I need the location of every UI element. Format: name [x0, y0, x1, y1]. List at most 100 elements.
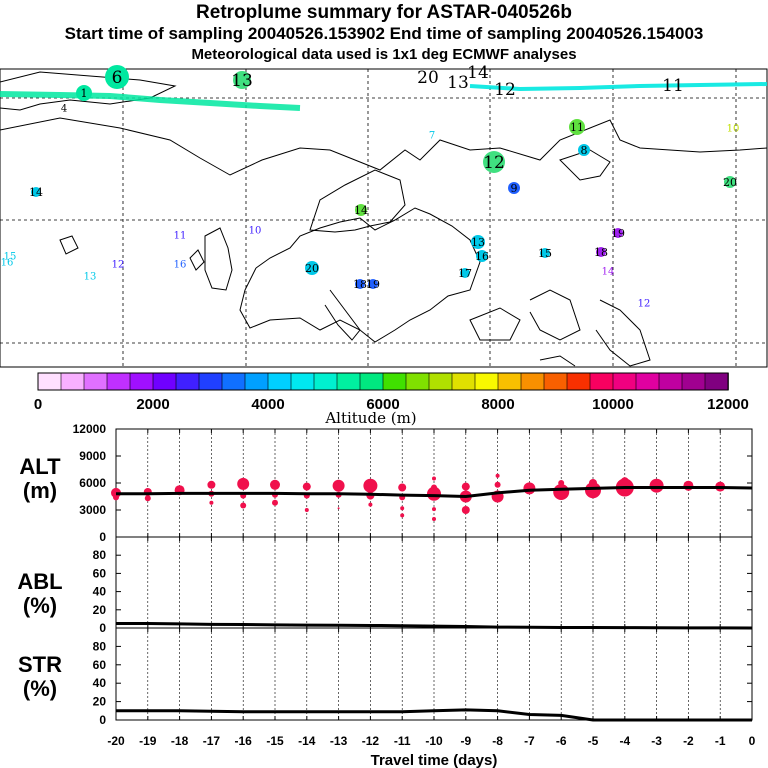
y-tick-label: 9000 — [79, 449, 106, 463]
colorbar-tick-label: 4000 — [251, 396, 284, 413]
y-tick-label: 6000 — [79, 476, 106, 490]
x-tick-label: -2 — [683, 734, 694, 748]
plume-marker: 15 — [538, 247, 552, 260]
str-line — [116, 708, 752, 722]
plume-marker-dot — [483, 151, 505, 173]
plume-marker-dot — [355, 204, 367, 216]
colorbar-cell — [520, 372, 545, 391]
plume-marker: 11 — [662, 76, 684, 96]
plume-marker-label: 7 — [429, 131, 435, 142]
plume-marker-label: 14 — [29, 186, 43, 199]
plume-marker: 17 — [458, 267, 472, 280]
y-tick-label: 80 — [93, 548, 107, 562]
plume-path-west — [0, 91, 301, 111]
colorbar-tick-label: 6000 — [366, 396, 399, 413]
plume-marker: 20 — [305, 261, 319, 275]
plume-marker-dot — [355, 279, 365, 289]
y-tick-label: 60 — [93, 658, 107, 672]
x-tick-label: -10 — [425, 734, 443, 748]
plume-marker: 7 — [429, 131, 435, 142]
colorbar-cell — [612, 372, 637, 391]
colorbar-tick-label: 8000 — [481, 396, 514, 413]
alt-data-point — [368, 502, 373, 507]
panel-ylabel: STR — [18, 652, 62, 677]
plume-marker-label: 10 — [249, 226, 262, 237]
colorbar-cell — [175, 372, 200, 391]
x-tick-label: -4 — [619, 734, 630, 748]
plume-marker-dot — [476, 250, 488, 262]
plume-marker-dot — [724, 176, 736, 188]
panel-ylabel: (m) — [23, 478, 57, 503]
colorbar-cell — [451, 372, 476, 391]
plume-marker-label: 18 — [353, 278, 367, 291]
plume-marker: 12 — [638, 299, 651, 310]
plume-marker-label: 13 — [447, 73, 469, 93]
x-tick-label: -17 — [203, 734, 221, 748]
plume-marker-label: 11 — [174, 231, 187, 242]
alt-data-point — [272, 499, 278, 506]
plume-marker: 9 — [508, 182, 520, 195]
colorbar-cell — [681, 372, 706, 391]
panel-str: 0 20 40 60 80 STR(%) — [18, 627, 753, 727]
x-tick-label: -19 — [139, 734, 157, 748]
plume-marker: 12 — [483, 151, 505, 173]
alt-data-point — [683, 480, 694, 491]
x-tick-label: -8 — [492, 734, 503, 748]
colorbar-cell — [704, 372, 729, 391]
colorbar-cell — [497, 372, 522, 391]
plume-marker-label: 12 — [483, 153, 505, 173]
plume-marker-label: 16 — [475, 250, 489, 263]
colorbar-cell — [474, 372, 499, 391]
alt-data-point — [585, 482, 601, 499]
plume-marker: 13 — [447, 73, 469, 93]
plume-marker: 20 — [723, 176, 737, 189]
x-tick-label: -11 — [394, 734, 411, 748]
colorbar-tick-label: 10000 — [592, 396, 634, 413]
plume-marker-label: 4 — [61, 104, 67, 115]
timeseries-panels: 030006000900012000ALT(m)020406080ABL(%)0… — [17, 422, 755, 768]
plume-marker: 19 — [366, 278, 380, 291]
colorbar-cell — [382, 372, 407, 391]
plume-marker-dot — [596, 247, 606, 257]
plume-marker: 18 — [594, 246, 608, 259]
alt-data-point — [523, 482, 536, 495]
plume-marker-label: 15 — [538, 247, 552, 260]
alt-data-point — [400, 513, 405, 518]
plume-marker-dot — [305, 261, 319, 275]
plume-marker: 16 — [1, 258, 14, 269]
plume-marker-label: 19 — [611, 227, 625, 240]
alt-data-point — [400, 506, 405, 511]
alt-mean-line — [116, 486, 753, 499]
plume-marker: 14 — [354, 204, 368, 217]
plume-marker-label: 14 — [354, 204, 368, 217]
plume-marker-label: 8 — [581, 144, 588, 157]
plume-marker: 13 — [231, 71, 253, 91]
colorbar-cell — [129, 372, 154, 391]
colorbar-cell — [635, 372, 660, 391]
x-tick-label: -7 — [524, 734, 535, 748]
coastlines — [0, 71, 768, 367]
plume-marker: 12 — [494, 80, 516, 100]
plume-marker-label: 18 — [594, 246, 608, 259]
plume-marker-label: 11 — [570, 121, 584, 134]
plume-marker: 13 — [84, 272, 97, 283]
panel-abl: 0 20 40 60 80 ABL(%) — [17, 536, 753, 635]
plume-marker-dot — [578, 144, 590, 156]
y-tick-label: 20 — [93, 603, 107, 617]
alt-data-point — [558, 480, 565, 486]
colorbar-cell — [106, 372, 131, 391]
colorbar-cell — [60, 372, 85, 391]
alt-data-point — [461, 506, 470, 514]
plume-marker-label: 16 — [174, 260, 187, 271]
plume-marker: 1 — [76, 85, 92, 101]
alt-data-point — [363, 478, 378, 493]
plume-marker-label: 1 — [81, 87, 88, 100]
colorbar-cell — [336, 372, 361, 391]
plume-marker-label: 17 — [458, 267, 472, 280]
plume-marker-label: 20 — [305, 262, 319, 275]
colorbar-tick-label: 2000 — [136, 396, 169, 413]
plume-marker-label: 20 — [417, 68, 439, 88]
panel-ylabel: ABL — [17, 569, 62, 594]
plume-marker-label: 13 — [471, 236, 485, 249]
sampling-times: Start time of sampling 20040526.153902 E… — [64, 24, 704, 43]
